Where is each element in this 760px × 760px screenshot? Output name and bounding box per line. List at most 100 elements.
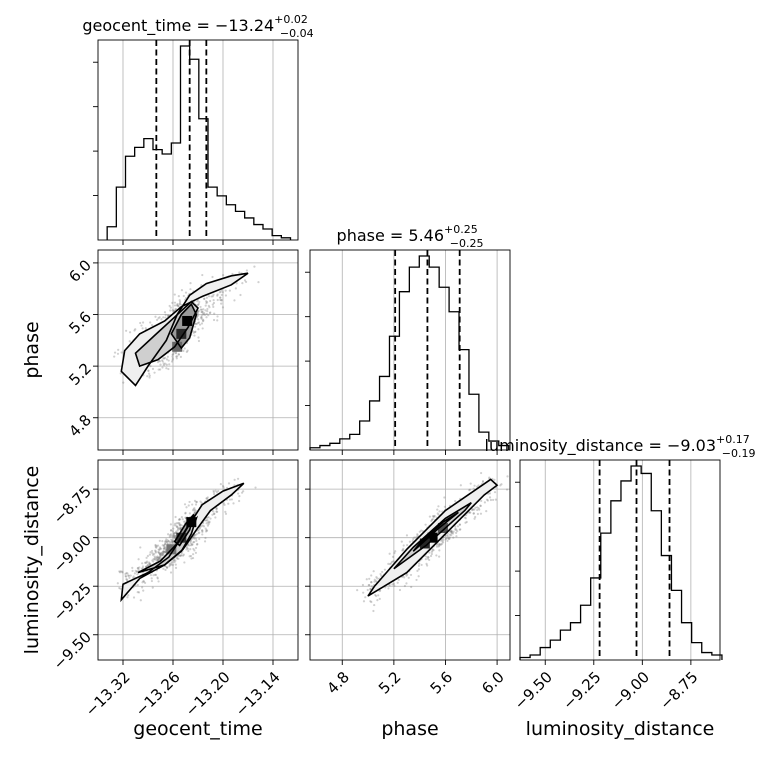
scatter-point <box>164 356 167 359</box>
scatter-point <box>178 302 182 305</box>
scatter-point <box>174 532 177 535</box>
scatter-point <box>426 564 429 567</box>
title-sub: −0.19 <box>722 447 756 460</box>
scatter-point <box>441 540 444 543</box>
scatter-point <box>170 563 173 566</box>
scatter-point <box>205 300 208 303</box>
scatter-point <box>176 529 179 532</box>
scatter-point <box>128 576 131 580</box>
scatter-point <box>477 507 480 510</box>
scatter-point <box>188 512 191 515</box>
scatter-point <box>179 355 182 358</box>
scatter-point <box>128 331 132 334</box>
scatter-point <box>154 549 157 552</box>
scatter-point <box>476 512 479 516</box>
x-tick-label: −9.50 <box>511 668 556 713</box>
scatter-point <box>195 501 198 504</box>
scatter-point <box>137 558 140 561</box>
scatter-point <box>493 491 497 494</box>
scatter-point <box>204 519 207 522</box>
scatter-point <box>410 585 413 589</box>
scatter-point <box>431 547 434 551</box>
scatter-point <box>161 552 164 555</box>
scatter-point <box>234 287 237 290</box>
scatter-point <box>212 491 215 494</box>
scatter-point <box>485 510 488 513</box>
scatter-point <box>159 368 162 371</box>
scatter-point <box>175 525 179 529</box>
scatter-point <box>186 546 189 549</box>
x-tick-label: −13.14 <box>232 668 284 720</box>
scatter-point <box>119 570 122 573</box>
scatter-point <box>458 528 461 531</box>
scatter-point <box>157 551 161 554</box>
scatter-point <box>223 503 226 506</box>
scatter-point <box>204 536 207 540</box>
scatter-point <box>217 489 220 493</box>
contour-line <box>367 478 499 597</box>
scatter-point <box>116 352 120 355</box>
scatter-point <box>370 574 373 577</box>
scatter-point <box>205 302 208 305</box>
scatter-point <box>238 495 241 498</box>
scatter-point <box>215 507 218 510</box>
histogram-geocent_time <box>106 45 292 240</box>
scatter-point <box>157 552 161 555</box>
scatter-point <box>170 562 173 565</box>
scatter-point <box>170 540 173 543</box>
scatter-point <box>163 546 166 550</box>
scatter-point <box>171 530 175 533</box>
scatter-point <box>169 571 173 574</box>
scatter-point <box>117 348 120 351</box>
scatter-point <box>141 586 144 589</box>
scatter-point <box>137 591 141 594</box>
scatter-point <box>174 351 177 354</box>
scatter-point <box>203 540 207 543</box>
scatter-point <box>191 556 195 560</box>
scatter-point <box>178 299 181 302</box>
scatter-point <box>170 360 174 363</box>
scatter-point <box>379 572 382 576</box>
scatter-point <box>443 505 446 508</box>
scatter-point <box>174 534 177 538</box>
scatter-point <box>161 553 164 556</box>
scatter-point <box>224 510 227 513</box>
scatter-point <box>392 582 395 585</box>
scatter-point <box>196 543 199 546</box>
scatter-point <box>253 265 256 268</box>
scatter-point <box>176 304 179 307</box>
scatter-point <box>181 554 185 557</box>
scatter-point <box>197 336 200 339</box>
scatter-point <box>210 295 213 298</box>
panel-frame <box>97 249 299 451</box>
scatter-point <box>127 574 131 577</box>
scatter-point <box>208 306 211 309</box>
scatter-point <box>149 364 152 368</box>
scatter-point <box>213 493 216 496</box>
scatter-point <box>201 311 204 314</box>
scatter-point <box>370 600 373 604</box>
scatter-point <box>185 548 188 551</box>
scatter-point <box>219 483 222 486</box>
scatter-point <box>159 547 162 550</box>
scatter-point <box>479 504 482 508</box>
scatter-point <box>173 560 176 564</box>
scatter-point <box>153 371 156 374</box>
scatter-point <box>193 512 196 515</box>
scatter-point <box>150 549 154 553</box>
scatter-point <box>415 578 418 582</box>
scatter-point <box>427 556 430 559</box>
scatter-point <box>133 572 137 575</box>
scatter-point <box>142 580 145 583</box>
panel-frame <box>309 459 511 661</box>
scatter-point <box>125 571 128 575</box>
scatter-point <box>153 556 157 559</box>
scatter-point <box>440 543 443 546</box>
scatter-point <box>200 308 203 311</box>
scatter-point <box>178 522 181 525</box>
scatter-point <box>194 330 197 333</box>
x-tick-label: −13.26 <box>132 668 184 720</box>
scatter-point <box>144 565 148 568</box>
scatter-point <box>124 575 128 578</box>
scatter-point <box>406 573 409 576</box>
